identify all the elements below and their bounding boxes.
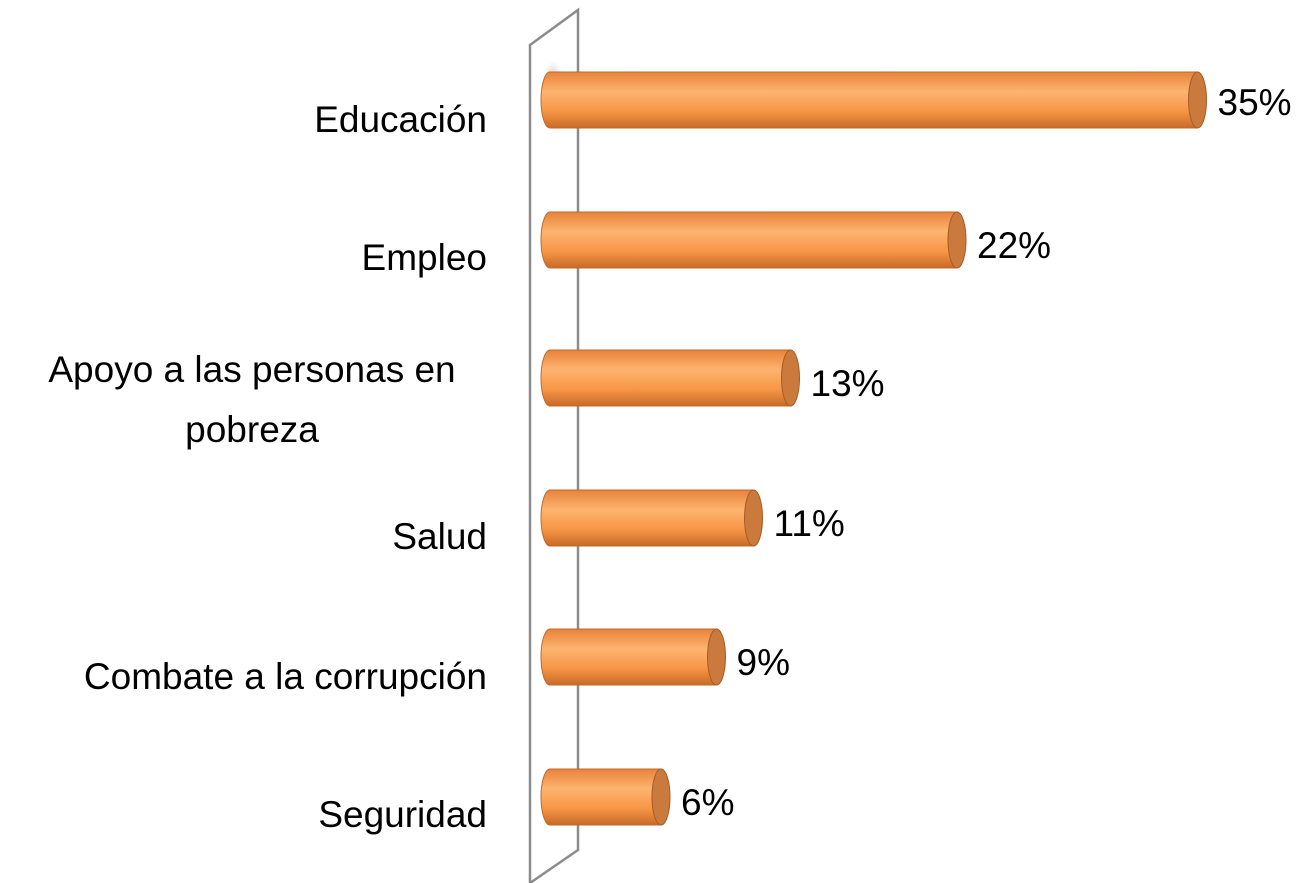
category-label: Apoyo a las personas en pobreza [48,349,456,450]
category-label: Educación [314,99,487,140]
bar-cap [707,628,726,686]
value-label: 11% [774,503,845,544]
category-label: Seguridad [318,794,487,835]
bar-cap [1188,71,1207,129]
value-label: 22% [977,225,1051,266]
bar [540,768,671,826]
bar [540,71,1207,129]
bar-cap [947,211,967,269]
category-label: Salud [392,516,487,557]
bar-body [540,349,791,407]
category-label-box: Educación [0,90,487,150]
category-label: Combate a la corrupción [83,656,487,697]
bar-body [540,768,662,826]
category-label: Empleo [361,237,487,278]
value-label: 6% [681,782,734,823]
category-label-box: Empleo [0,228,487,288]
bar-body [540,71,1198,129]
category-label-box: Salud [0,507,487,567]
bar [540,489,763,547]
bar [540,628,726,686]
bar-body [540,211,958,269]
bar-cap [651,768,671,826]
category-label-box: Apoyo a las personas en pobreza [0,340,487,460]
bar-cap [781,349,800,407]
value-label: 9% [737,642,790,683]
bar-body [540,628,717,686]
category-label-box: Combate a la corrupción [0,647,487,707]
bar [540,349,800,407]
category-label-box: Seguridad [0,785,487,845]
value-label: 35% [1218,82,1292,123]
bar-cap [744,489,763,547]
back-wall [528,7,580,883]
bar [540,211,967,269]
value-label: 13% [811,363,885,404]
bar-body [540,489,754,547]
